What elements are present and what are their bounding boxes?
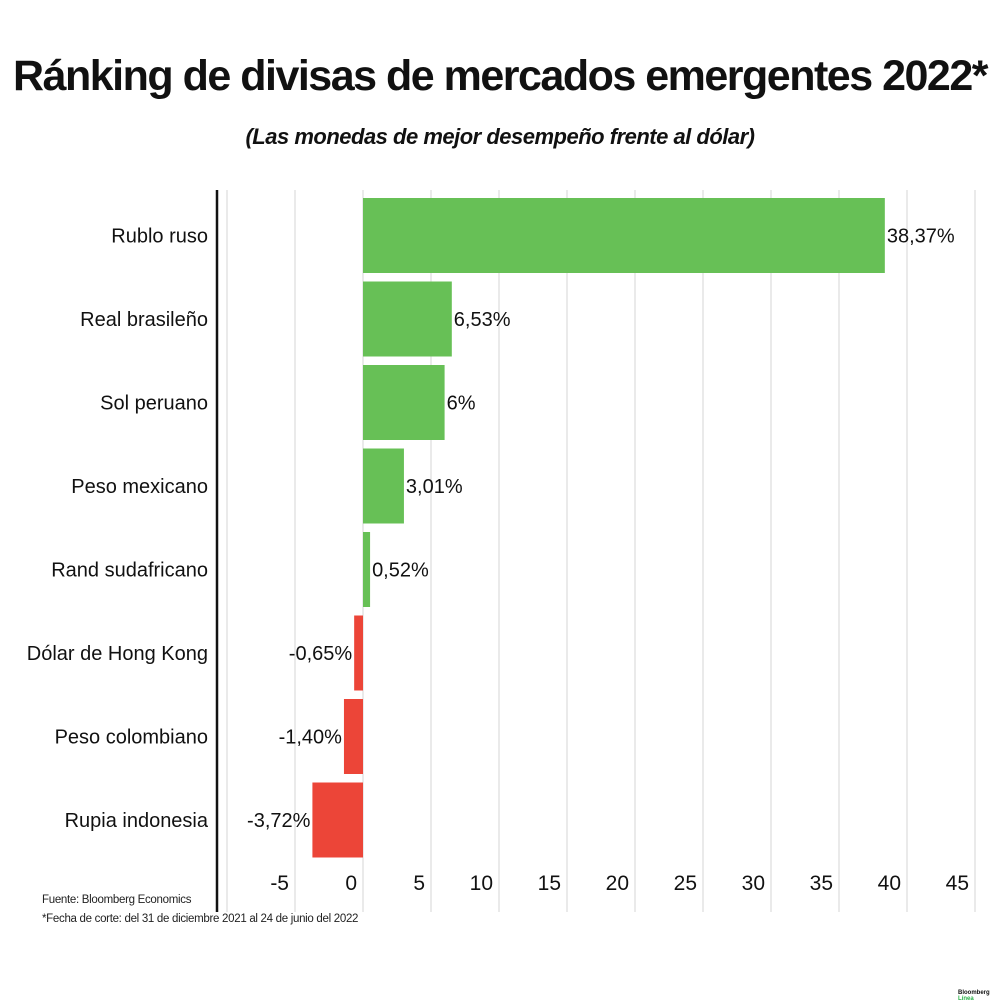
x-tick-label: -5	[270, 872, 289, 895]
x-tick-label: 5	[413, 872, 425, 895]
data-label: -0,65%	[289, 643, 353, 665]
bar	[363, 198, 885, 273]
data-label: 3,01%	[406, 476, 463, 498]
x-tick-label: 25	[674, 872, 697, 895]
data-label: -3,72%	[247, 810, 311, 832]
bar	[363, 448, 404, 524]
x-tick-label: 15	[538, 872, 561, 895]
chart-title: Ránking de divisas de mercados emergente…	[13, 52, 988, 100]
bar	[363, 532, 371, 607]
bar	[343, 699, 363, 774]
category-label: Rupia indonesia	[65, 810, 209, 832]
data-label: -1,40%	[279, 727, 343, 749]
data-label: 6,53%	[454, 309, 511, 331]
data-label: 38,37%	[887, 226, 955, 248]
x-tick-label: 20	[606, 872, 629, 895]
bar	[363, 365, 445, 440]
category-label: Peso colombiano	[55, 727, 208, 749]
x-tick-label: 0	[345, 872, 357, 895]
category-label: Dólar de Hong Kong	[27, 643, 208, 665]
source-note: Fuente: Bloomberg Economics	[42, 894, 192, 906]
category-label: Real brasileño	[80, 309, 208, 331]
bar	[312, 782, 363, 858]
category-label: Sol peruano	[100, 393, 208, 415]
x-tick-label: 10	[470, 872, 493, 895]
data-label: 6%	[447, 393, 476, 415]
data-label: 0,52%	[372, 560, 429, 582]
x-tick-label: 35	[810, 872, 833, 895]
bar	[354, 615, 363, 691]
x-tick-label: 30	[742, 872, 765, 895]
bar	[363, 281, 452, 357]
category-label: Peso mexicano	[71, 476, 208, 498]
category-label: Rand sudafricano	[51, 560, 208, 582]
category-label: Rublo ruso	[111, 226, 208, 248]
chart-subtitle: (Las monedas de mejor desempeño frente a…	[245, 124, 755, 149]
bloomberg-linea-logo: Bloomberg Línea	[958, 990, 990, 1002]
x-tick-label: 45	[946, 872, 969, 895]
x-tick-label: 40	[878, 872, 901, 895]
date-note: *Fecha de corte: del 31 de diciembre 202…	[42, 913, 359, 925]
